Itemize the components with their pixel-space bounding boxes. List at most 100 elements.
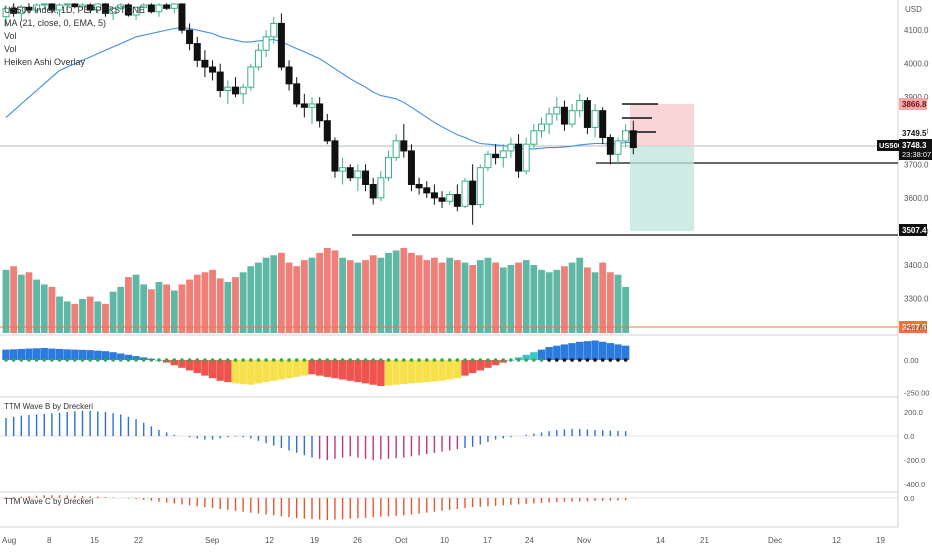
squeeze-dot bbox=[509, 358, 513, 362]
momentum-bar bbox=[568, 343, 576, 360]
candle-body bbox=[622, 130, 630, 142]
candle-body bbox=[484, 153, 492, 169]
volume-bar bbox=[308, 257, 316, 333]
candle-body bbox=[71, 3, 79, 8]
candle-body bbox=[583, 100, 591, 128]
candle-body bbox=[33, 4, 41, 11]
squeeze-dot bbox=[141, 358, 146, 362]
candle-body bbox=[339, 167, 347, 172]
volume-bar bbox=[117, 286, 125, 333]
time-tick-label: Sep bbox=[205, 536, 220, 545]
candle-body bbox=[170, 3, 178, 9]
momentum-bar bbox=[369, 360, 377, 385]
momentum-bar bbox=[247, 360, 255, 385]
legend-vol-2[interactable]: Vol bbox=[4, 44, 17, 54]
momentum-bar bbox=[124, 354, 133, 360]
squeeze-dot bbox=[555, 358, 559, 362]
legend-ma[interactable]: MA (21, close, 0, EMA, 5) bbox=[4, 18, 107, 28]
candle-body bbox=[323, 120, 331, 142]
candle-body bbox=[492, 153, 500, 159]
candle-body bbox=[522, 143, 530, 172]
momentum-bar bbox=[430, 360, 439, 382]
squeeze-dot bbox=[34, 358, 39, 362]
squeeze-dot bbox=[264, 358, 268, 362]
candle-body bbox=[446, 194, 454, 202]
momentum-bar bbox=[117, 353, 125, 360]
momentum-bar bbox=[537, 349, 546, 360]
momentum-bar bbox=[377, 360, 385, 386]
momentum-bar bbox=[17, 348, 25, 360]
momentum-bar bbox=[384, 360, 393, 386]
candle-body bbox=[407, 150, 415, 185]
wave-c-label[interactable]: TTM Wave C by Dreckeri bbox=[4, 497, 94, 506]
candle-body bbox=[553, 106, 561, 115]
momentum-bar bbox=[63, 349, 71, 360]
volume-bar bbox=[584, 267, 591, 333]
candle-body bbox=[147, 4, 155, 13]
candle-body bbox=[469, 180, 477, 206]
stop-loss-zone bbox=[630, 104, 694, 146]
squeeze-dot bbox=[210, 358, 215, 362]
candle-body bbox=[63, 3, 71, 6]
legend-heiken[interactable]: Heiken Ashi Overlay bbox=[4, 57, 86, 67]
momentum-bar bbox=[560, 344, 569, 360]
momentum-bar bbox=[193, 360, 201, 373]
squeeze-dot bbox=[386, 358, 391, 362]
candle-body bbox=[377, 177, 385, 199]
squeeze-dot bbox=[310, 358, 314, 362]
squeeze-dot bbox=[233, 358, 238, 362]
volume-bar bbox=[614, 274, 622, 333]
squeeze-dot bbox=[57, 358, 62, 362]
time-tick-label: Oct bbox=[395, 536, 408, 545]
momentum-bar bbox=[231, 360, 240, 384]
squeeze-dot bbox=[164, 358, 169, 362]
candle-body bbox=[300, 103, 308, 108]
volume-bar bbox=[438, 262, 446, 333]
volume-bar bbox=[94, 301, 102, 333]
volume-bar bbox=[48, 286, 56, 333]
price-tick-label: 3300.0 bbox=[904, 295, 929, 304]
legend-vol-1[interactable]: Vol bbox=[4, 31, 17, 41]
momentum-bar bbox=[468, 360, 477, 373]
momentum-bar bbox=[293, 360, 301, 377]
time-tick-label: 12 bbox=[832, 536, 841, 545]
momentum-bar bbox=[323, 360, 331, 377]
candle-body bbox=[254, 49, 262, 68]
candle-body bbox=[461, 180, 469, 207]
squeeze-dot bbox=[577, 358, 582, 362]
time-tick-label: Dec bbox=[768, 536, 782, 545]
volume-bar bbox=[476, 260, 484, 333]
squeeze-dot bbox=[593, 358, 597, 362]
candle-body bbox=[293, 83, 301, 105]
volume-bar bbox=[599, 262, 607, 333]
volume-bar bbox=[323, 248, 331, 333]
momentum-tick-label: 0.00 bbox=[904, 356, 919, 365]
candle-body bbox=[79, 4, 86, 8]
badge-target-low: 3507.4 bbox=[902, 226, 927, 235]
momentum-bar bbox=[78, 349, 87, 360]
badge-symbol: US500 bbox=[879, 141, 902, 150]
badge-target-high-bg bbox=[899, 98, 927, 110]
candle-body bbox=[277, 22, 285, 68]
volume-bar bbox=[216, 278, 224, 333]
momentum-bar bbox=[2, 349, 10, 360]
volume-bar bbox=[293, 266, 301, 333]
squeeze-dot bbox=[616, 358, 620, 362]
candle-body bbox=[369, 183, 377, 199]
candle-body bbox=[101, 3, 109, 14]
squeeze-dot bbox=[455, 358, 460, 362]
candle-body bbox=[400, 140, 408, 152]
time-tick-label: 10 bbox=[440, 536, 449, 545]
candle-body bbox=[331, 140, 339, 172]
volume-bar bbox=[147, 289, 155, 333]
badge-level-low-bg bbox=[899, 321, 927, 333]
volume-bar bbox=[507, 265, 515, 333]
momentum-bar bbox=[415, 360, 423, 383]
legend-symbol[interactable]: US500 Index, 1D, PEPPERSTONE bbox=[4, 5, 145, 15]
volume-bar bbox=[530, 265, 538, 333]
wave-b-label[interactable]: TTM Wave B by Dreckeri bbox=[4, 402, 94, 411]
squeeze-dot bbox=[271, 358, 276, 362]
momentum-bar bbox=[621, 345, 630, 360]
candle-body bbox=[239, 86, 247, 95]
